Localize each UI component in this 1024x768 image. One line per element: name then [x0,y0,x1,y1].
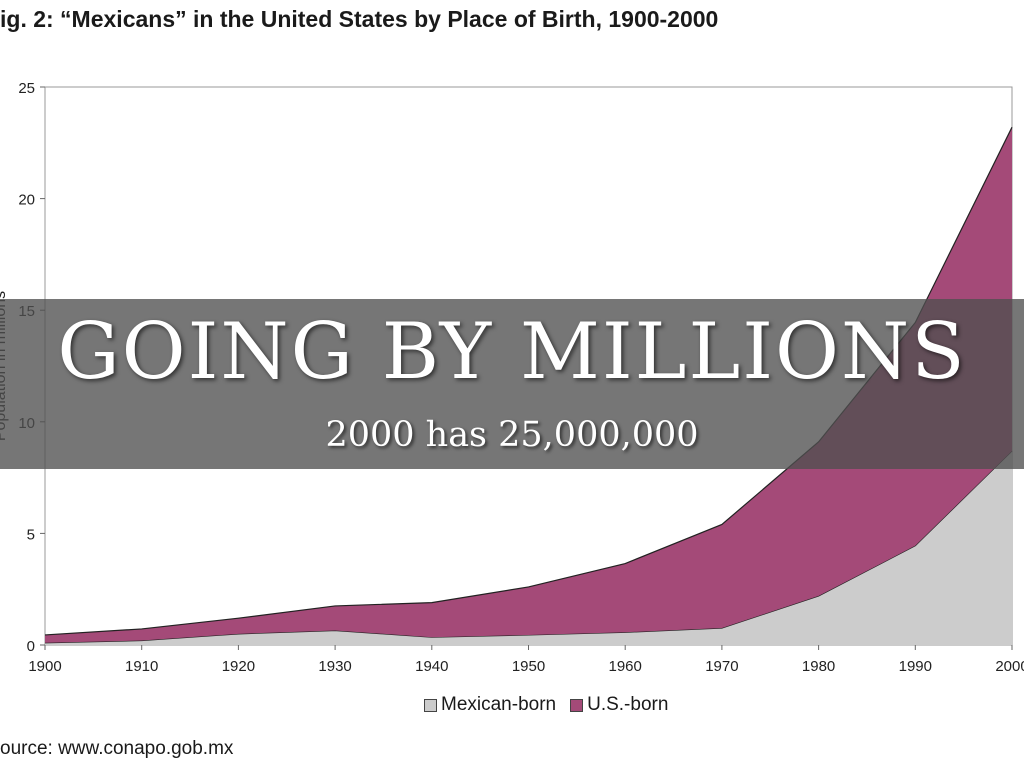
x-tick-label: 1950 [512,658,545,675]
title-overlay-banner: GOING BY MILLIONS 2000 has 25,000,000 [0,299,1024,469]
y-tick-label: 25 [18,80,35,97]
x-tick-label: 1940 [415,658,448,675]
x-tick-label: 1970 [705,658,738,675]
x-tick-label: 1960 [609,658,642,675]
y-tick-label: 0 [27,638,35,655]
x-tick-label: 1900 [28,658,61,675]
legend-label-us-born: U.S.-born [587,694,669,715]
y-tick-label: 20 [18,192,35,209]
chart-legend: Mexican-born U.S.-born [424,694,682,716]
figure-title: ig. 2: “Mexicans” in the United States b… [0,6,719,32]
x-tick-label: 1990 [899,658,932,675]
x-tick-label: 1920 [222,658,255,675]
legend-label-mexican-born: Mexican-born [441,694,557,715]
x-tick-label: 2000 [995,658,1024,675]
area-mexican-born [45,450,1012,645]
legend-swatch-mexican-born [424,698,437,712]
legend-swatch-us-born [570,698,584,712]
x-tick-label: 1930 [318,658,351,675]
overlay-subtitle: 2000 has 25,000,000 [325,415,699,455]
legend-item-us-born: U.S.-born [570,694,668,716]
area-us-born [45,127,1012,643]
overlay-title: GOING BY MILLIONS [57,307,967,397]
source-note: ource: www.conapo.gob.mx [0,738,234,759]
x-tick-label: 1910 [125,658,158,675]
y-tick-label: 5 [27,526,35,543]
legend-item-mexican-born: Mexican-born [424,694,556,716]
x-tick-label: 1980 [802,658,835,675]
